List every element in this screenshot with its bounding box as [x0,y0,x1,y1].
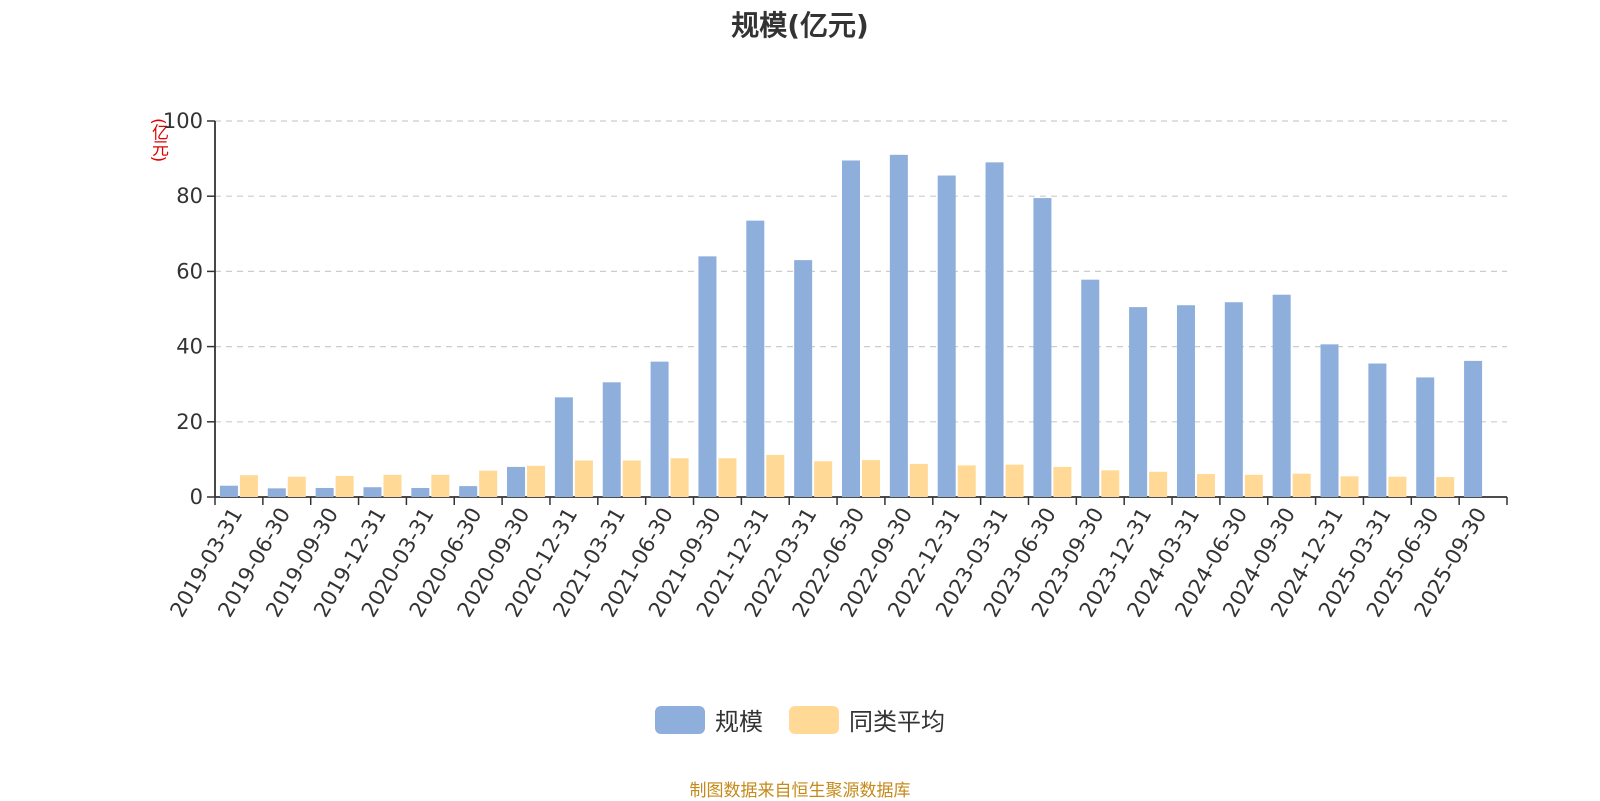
y-tick-label: 80 [176,184,203,208]
bar-scale [507,466,526,497]
bar-average [957,465,976,497]
bar-average [1340,476,1359,497]
legend: 规模 同类平均 [0,702,1600,737]
bar-average [1244,474,1263,497]
bar-average [814,461,833,497]
bar-average [718,458,737,497]
bar-scale [985,162,1004,498]
bar-scale [1464,360,1483,497]
legend-item-scale[interactable]: 规模 [655,702,763,737]
bar-scale [1081,279,1100,497]
y-tick-label: 20 [176,410,203,434]
legend-swatch-scale [655,705,705,734]
bar-average [862,460,880,497]
y-tick-label: 60 [176,259,203,283]
bar-scale [1320,344,1339,497]
bar-scale [363,487,382,497]
bar-average [670,458,689,497]
legend-swatch-average [789,705,839,734]
bar-scale [1368,363,1387,497]
bar-scale [794,260,813,497]
y-tick-label: 40 [176,335,203,359]
bar-scale [1272,294,1291,497]
bar-average [909,463,928,497]
y-axis-unit-label: (亿元) [148,118,168,162]
bar-scale [219,485,238,497]
bar-average [1149,471,1168,497]
bar-scale [554,397,573,497]
bar-scale [459,486,478,497]
bar-scale [411,487,430,497]
bar-average [1005,464,1024,497]
bar-scale [746,220,765,497]
legend-label-average: 同类平均 [849,708,945,736]
legend-label-scale: 规模 [715,708,763,736]
bar-scale [650,361,669,497]
bar-scale [1416,377,1435,497]
bar-scale [842,160,860,498]
data-source-note: 制图数据来自恒生聚源数据库 [689,781,911,801]
bar-scale [315,487,334,497]
y-tick-label: 0 [190,485,203,509]
bar-chart: 0204060801002019-03-312019-06-302019-09-… [163,109,1508,621]
bar-average [431,474,450,497]
bar-scale [1176,305,1195,497]
bar-average [1101,470,1120,497]
bar-scale [1033,198,1052,497]
bar-average [574,460,593,497]
bar-average [335,475,354,497]
bar-average [1292,473,1311,497]
bar-average [287,476,306,497]
chart-title: 规模(亿元) [731,9,869,42]
bar-scale [267,488,286,497]
bar-scale [698,256,717,497]
bar-average [622,460,641,497]
bar-scale [602,382,621,497]
bar-scale [889,154,908,497]
bar-average [1196,474,1215,497]
bar-scale [1129,307,1148,497]
legend-item-average[interactable]: 同类平均 [789,702,945,737]
y-tick-label: 100 [163,109,203,133]
bar-average [527,465,546,497]
bar-scale [937,175,956,497]
bar-average [766,454,785,497]
bar-average [1388,476,1407,497]
bar-average [239,475,258,497]
bar-average [1053,466,1072,497]
bar-average [1436,477,1455,497]
bar-average [383,474,402,497]
bar-average [479,470,498,497]
bar-scale [1224,302,1243,497]
